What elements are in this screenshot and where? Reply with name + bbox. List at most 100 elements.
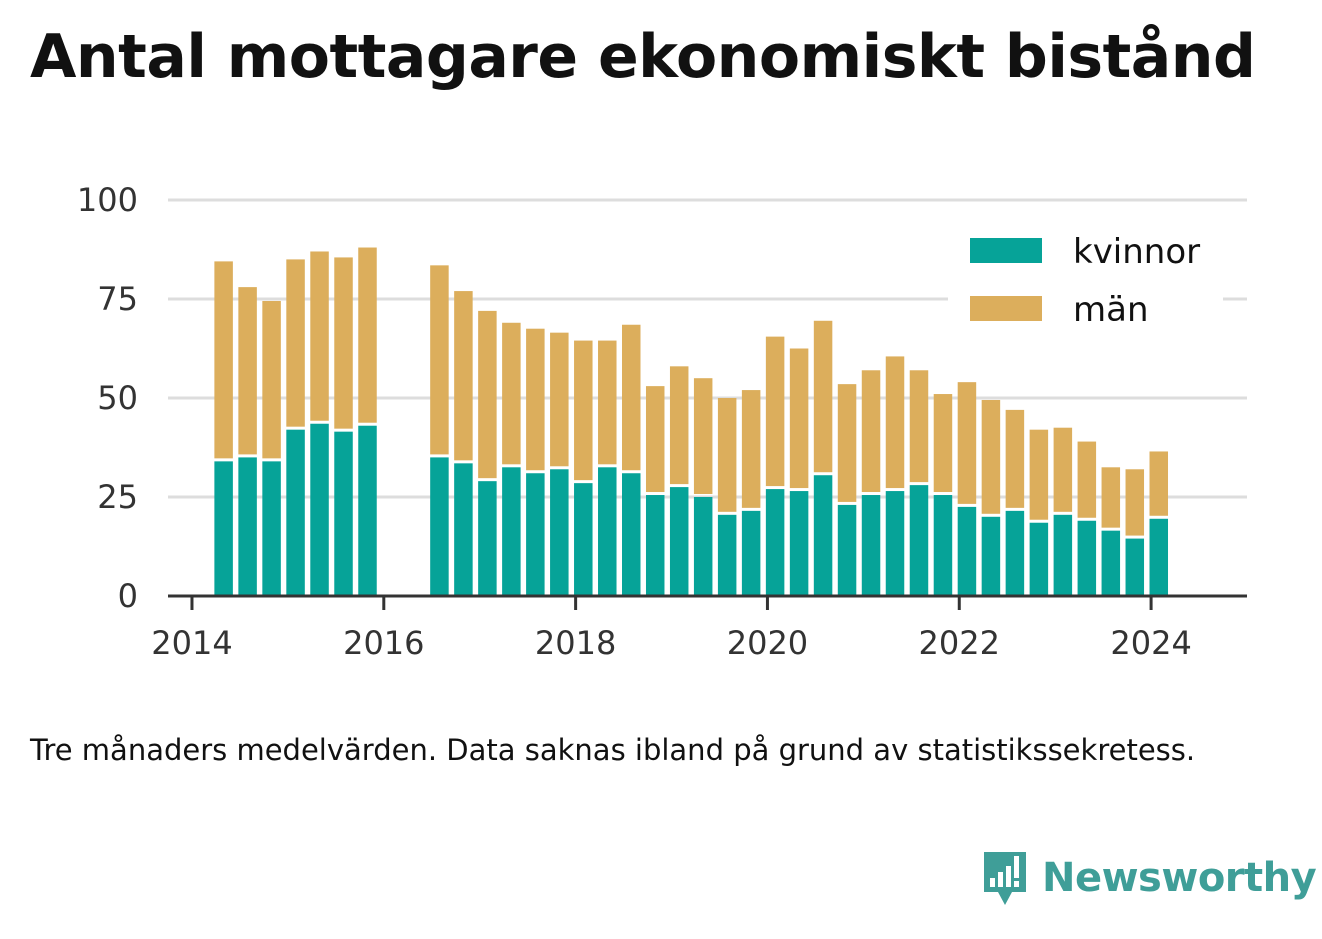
bar-kvinnor	[262, 461, 281, 596]
y-tick-label: 25	[97, 478, 138, 516]
bar-kvinnor	[1101, 530, 1121, 596]
bar-kvinnor	[310, 423, 329, 596]
bar-man	[741, 390, 761, 508]
bar-man	[813, 320, 833, 473]
x-tick-label: 2014	[151, 624, 232, 662]
bar-kvinnor	[933, 495, 953, 596]
legend: kvinnor män	[948, 226, 1223, 338]
bar-man	[358, 247, 377, 423]
legend-label: kvinnor	[1073, 232, 1200, 272]
bar-man	[1005, 409, 1025, 508]
bar-man	[669, 366, 689, 485]
bar-kvinnor	[885, 491, 905, 596]
bar-man	[310, 251, 329, 421]
bar-man	[238, 287, 257, 455]
newsworthy-logo[interactable]: Newsworthy	[980, 848, 1317, 908]
bar-kvinnor	[1005, 510, 1025, 596]
bar-kvinnor	[1029, 522, 1049, 596]
bar-kvinnor	[1125, 538, 1145, 596]
bar-kvinnor	[238, 457, 257, 596]
chart-title: Antal mottagare ekonomiskt bistånd	[30, 22, 1256, 92]
x-tick-label: 2024	[1110, 624, 1191, 662]
legend-label: män	[1073, 290, 1149, 330]
bar-man	[957, 382, 977, 504]
brand-name: Newsworthy	[1042, 855, 1317, 901]
bar-kvinnor	[645, 495, 665, 596]
bar-kvinnor	[813, 475, 833, 596]
bar-man	[765, 336, 785, 487]
bar-kvinnor	[502, 467, 521, 596]
bar-man	[645, 386, 665, 493]
bar-man	[526, 328, 545, 471]
bar-man	[286, 259, 305, 427]
bar-kvinnor	[1053, 514, 1073, 596]
bar-kvinnor	[981, 516, 1001, 596]
bar-man	[837, 384, 857, 502]
bar-kvinnor	[574, 483, 593, 596]
bar-man	[861, 370, 881, 493]
y-tick-label: 100	[77, 181, 138, 219]
y-tick-label: 75	[97, 280, 138, 318]
bar-man	[214, 261, 233, 459]
bar-kvinnor	[717, 514, 737, 596]
x-tick-label: 2016	[343, 624, 424, 662]
bar-kvinnor	[1149, 518, 1169, 596]
bar-man	[1053, 427, 1073, 512]
bar-kvinnor	[334, 431, 353, 596]
bar-man	[1149, 451, 1169, 516]
bar-kvinnor	[454, 463, 473, 596]
bar-man	[981, 399, 1001, 514]
bar-man	[454, 291, 473, 461]
bar-kvinnor	[789, 491, 809, 596]
bar-kvinnor	[861, 495, 881, 596]
bar-man	[334, 257, 353, 429]
bar-kvinnor	[478, 481, 497, 596]
stacked-bar-chart: 0 25 50 75 100 2014 2016 2018 2020 2022 2024 kvinn…	[77, 181, 1247, 662]
bar-kvinnor	[741, 510, 761, 596]
bar-man	[1125, 469, 1145, 536]
bar-man	[478, 310, 497, 479]
bar-man	[717, 398, 737, 512]
bar-man	[430, 265, 449, 455]
bar-man	[693, 378, 713, 494]
bar-kvinnor	[837, 504, 857, 596]
bar-kvinnor	[430, 457, 449, 596]
x-tick-label: 2022	[919, 624, 1000, 662]
chart-note: Tre månaders medelvärden. Data saknas ib…	[30, 733, 1196, 767]
bar-kvinnor	[669, 487, 689, 596]
bar-man	[1101, 467, 1121, 528]
legend-swatch	[970, 238, 1042, 263]
legend-swatch	[970, 296, 1042, 321]
bar-kvinnor	[286, 429, 305, 596]
bar-kvinnor	[957, 506, 977, 596]
bar-man	[1077, 441, 1097, 518]
y-tick-label: 50	[97, 379, 138, 417]
bar-man	[885, 356, 905, 489]
y-tick-label: 0	[118, 577, 138, 615]
bar-man	[933, 394, 953, 493]
bar-man	[789, 348, 809, 489]
bar-kvinnor	[358, 425, 377, 596]
bar-kvinnor	[765, 489, 785, 596]
bar-kvinnor	[598, 467, 617, 596]
bar-kvinnor	[693, 497, 713, 596]
axes: 0 25 50 75 100 2014 2016 2018 2020 2022 2024	[77, 181, 1247, 662]
bar-kvinnor	[622, 473, 641, 596]
bar-kvinnor	[526, 473, 545, 596]
bar-kvinnor	[550, 469, 569, 596]
bar-man	[622, 324, 641, 471]
x-tick-label: 2020	[727, 624, 808, 662]
bar-man	[550, 332, 569, 467]
bar-chart-speech-icon	[984, 852, 1026, 905]
x-tick-label: 2018	[535, 624, 616, 662]
bar-man	[1029, 429, 1049, 520]
bar-man	[502, 322, 521, 465]
bar-man	[262, 300, 281, 459]
bar-kvinnor	[214, 461, 233, 596]
bar-man	[909, 370, 929, 483]
bar-man	[598, 340, 617, 465]
bar-kvinnor	[909, 485, 929, 596]
bar-man	[574, 340, 593, 481]
bars	[214, 247, 1169, 596]
bar-kvinnor	[1077, 520, 1097, 596]
